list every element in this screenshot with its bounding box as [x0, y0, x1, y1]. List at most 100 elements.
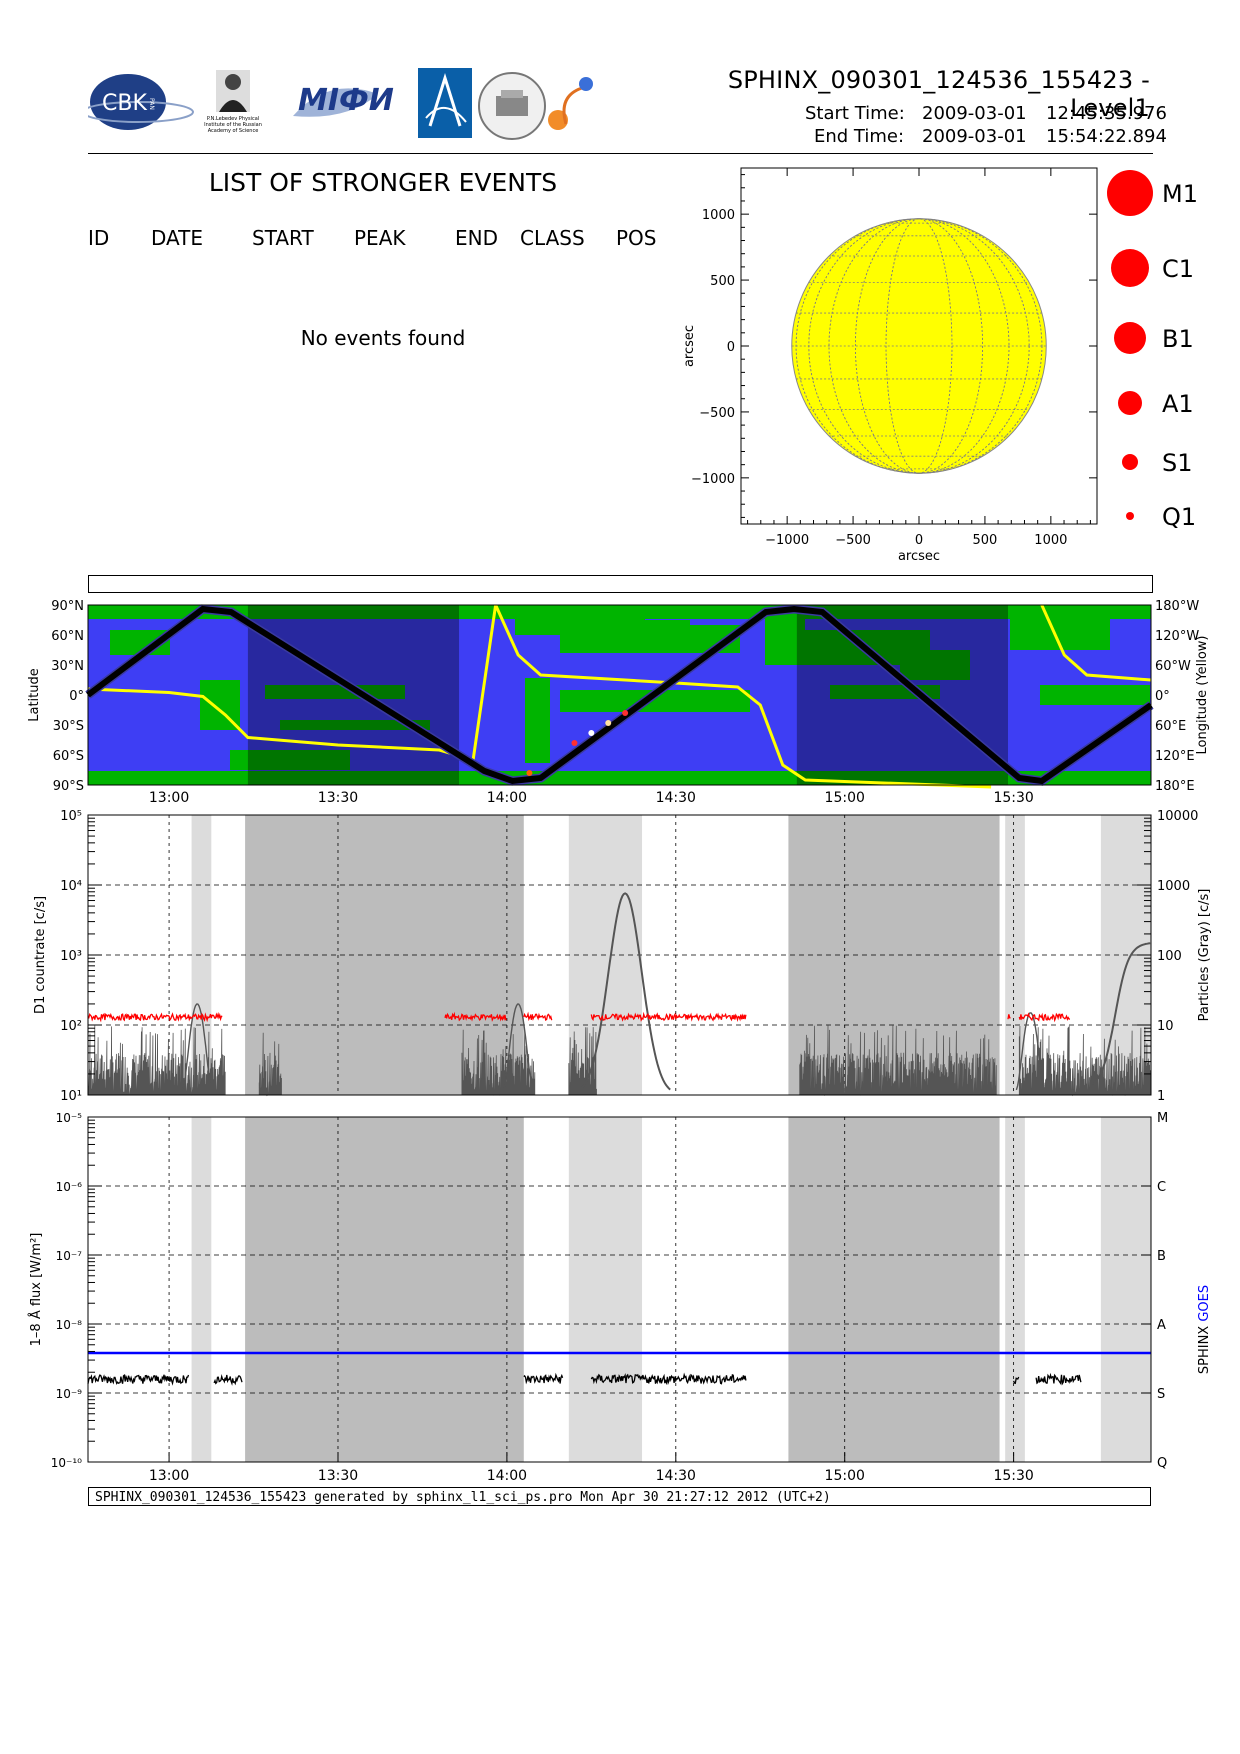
end-time-label: End Time: [814, 126, 905, 147]
longitude-track-2 [494, 604, 992, 789]
sphinx-flux-segment [1035, 1372, 1082, 1386]
flux-xtick-label: 14:00 [487, 1468, 527, 1484]
longitude-gridline [795, 218, 1043, 474]
col-pos: POS [616, 226, 657, 250]
timeseries-panels: 90°S 180°E 60°S 120°E 30°S 60°E 0° 0° 30°N 60°W 60… [27, 599, 1212, 1484]
events-empty-message: No events found [300, 326, 466, 350]
d1-ytick-label: 10⁴ [60, 879, 82, 894]
flux-ytick-label: 10⁻¹⁰ [51, 1456, 82, 1470]
land-mass [560, 690, 750, 712]
flare-marker-a1 [1118, 391, 1142, 415]
sphinx-flux-segment [1012, 1376, 1020, 1385]
latitude-tick-label: 0° [69, 689, 84, 704]
latitude-tick-label: 90°N [51, 599, 84, 614]
disk-xtick-label: −1000 [765, 533, 809, 548]
disk-xtick-label: 1000 [1034, 533, 1067, 548]
land-mass [525, 678, 550, 763]
goes-class-label: S [1157, 1387, 1165, 1402]
latitude-tick-label: 30°N [51, 659, 84, 674]
orbit-xtick-label: 13:30 [318, 790, 358, 806]
d1-countrate-segment [590, 1011, 747, 1022]
col-class: CLASS [520, 226, 585, 250]
track-hotspot [622, 710, 629, 716]
flux-ytick-label: 10⁻⁶ [56, 1180, 83, 1194]
col-end: END [455, 226, 498, 250]
goes-class-label: B [1157, 1249, 1166, 1264]
flare-marker-s1 [1122, 454, 1138, 470]
longitude-track-3 [1040, 604, 1152, 682]
flare-label-b1: B1 [1162, 325, 1194, 353]
plot-caption-strip [88, 575, 1153, 593]
latitude-tick-label: 60°N [51, 629, 84, 644]
flare-label-s1: S1 [1162, 449, 1193, 477]
sun-globe-logo [548, 77, 593, 130]
longitude-tick-label: 120°W [1155, 629, 1199, 644]
track-hotspot [588, 730, 595, 736]
lebedev-caption-1: P.N.Lebedev Physical [207, 116, 259, 122]
particles-bump [1015, 1012, 1045, 1091]
col-start: START [252, 226, 314, 250]
lebedev-logo: P.N.Lebedev Physical Institute of the Ru… [204, 70, 262, 134]
end-date: 2009-03-01 [922, 126, 1027, 147]
latitude-tick-label: 90°S [53, 779, 84, 794]
latitude-tick-label: 30°S [53, 719, 84, 734]
particles-ytick-label: 1000 [1157, 879, 1190, 894]
events-title: LIST OF STRONGER EVENTS [208, 168, 558, 197]
d1-countrate-segment [523, 1011, 553, 1022]
disk-ytick-label: −1000 [691, 472, 735, 487]
d1-countrate-segment [87, 1011, 223, 1023]
particles-noise-segment [87, 1025, 226, 1096]
flux-xtick-label: 15:30 [993, 1468, 1033, 1484]
particles-bump [182, 1003, 211, 1089]
disk-ytick-label: 0 [727, 340, 735, 355]
particles-noise-segment [461, 1029, 536, 1096]
flux-right-label-goes: GOES [1197, 1285, 1212, 1326]
d1-countrate-segment [444, 1011, 507, 1022]
header-divider [88, 153, 1153, 154]
longitude-gridline [808, 218, 1030, 474]
institution-logos: CBK PAN P.N.Lebedev Physical Institute o… [88, 68, 593, 140]
longitude-tick-label: 120°E [1155, 749, 1195, 764]
flux-panel: 10⁻¹⁰ Q 10⁻⁹ S 10⁻⁸ A 10⁻⁷ B 10⁻⁶ C 10⁻⁵ M 13:00 13:3… [28, 1111, 1212, 1484]
flare-label-m1: M1 [1162, 180, 1198, 208]
track-hotspot [605, 720, 612, 726]
d1-countrate-segment [1007, 1014, 1011, 1020]
sphinx-flux-segment [213, 1374, 243, 1386]
longitude-axis-label: Longitude (Yellow) [1195, 636, 1210, 755]
latitude-tick-label: 60°S [53, 749, 84, 764]
d1-countrate-segment [1018, 1012, 1071, 1023]
longitude-gridline [828, 218, 1010, 474]
particles-bump [503, 1003, 532, 1089]
flare-marker-m1 [1107, 170, 1153, 216]
d1-ytick-label: 10² [60, 1019, 82, 1034]
disk-xtick-label: 0 [915, 533, 923, 548]
lebedev-caption-2: Institute of the Russian [204, 122, 262, 128]
page-title: SPHINX_090301_124536_155423 - Level1 [727, 66, 1150, 122]
flux-xtick-label: 13:30 [318, 1468, 358, 1484]
particles-ytick-label: 1 [1157, 1089, 1165, 1104]
disk-xlabel: arcsec [898, 549, 940, 564]
goes-class-label: M [1157, 1111, 1168, 1126]
flux-ytick-label: 10⁻⁹ [56, 1387, 83, 1401]
particles-saa-peak [579, 892, 671, 1091]
light-shade-interval [1005, 1117, 1025, 1462]
flux-xtick-label: 15:00 [825, 1468, 865, 1484]
longitude-tick-label: 180°W [1155, 599, 1199, 614]
sphinx-flux-segment [87, 1374, 190, 1386]
flare-marker-q1 [1126, 512, 1134, 520]
land-mass [230, 750, 350, 770]
d1-ytick-label: 10³ [60, 949, 82, 964]
orbit-xtick-label: 13:00 [149, 790, 189, 806]
land-mass [900, 650, 970, 680]
col-id: ID [88, 226, 110, 250]
land-mass [280, 720, 430, 730]
disk-ytick-label: −500 [699, 406, 735, 421]
flux-ytick-label: 10⁻⁷ [56, 1249, 83, 1263]
d1-axis-label: D1 countrate [c/s] [33, 896, 48, 1014]
flare-marker-c1 [1111, 249, 1149, 287]
particles-axis-label: Particles (Gray) [c/s] [1197, 889, 1212, 1022]
start-date: 2009-03-01 [922, 103, 1027, 124]
orbit-xtick-label: 14:00 [487, 790, 527, 806]
orbit-map-panel: 90°S 180°E 60°S 120°E 30°S 60°E 0° 0° 30°N 60°W 60… [27, 599, 1210, 806]
events-columns: ID DATE START PEAK END CLASS POS [88, 226, 688, 252]
